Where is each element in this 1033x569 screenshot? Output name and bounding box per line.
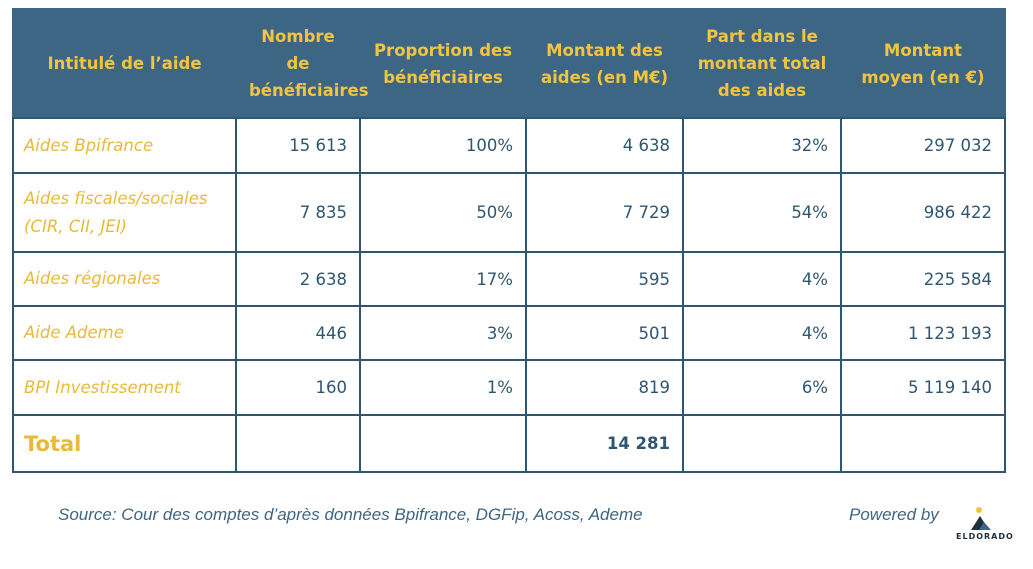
cell-beneficiary-count: 160 <box>235 359 361 416</box>
aid-table-container: Intitulé de l’aide Nombre de bénéficiair… <box>12 8 1006 473</box>
cell-average-amount: 225 584 <box>840 251 1006 307</box>
cell-beneficiary-share: 17% <box>359 251 527 307</box>
header-beneficiary-count: Nombre de bénéficiaires <box>235 8 369 119</box>
header-row: Intitulé de l’aide Nombre de bénéficiair… <box>12 8 1006 119</box>
cell-beneficiary-count: 2 638 <box>235 251 361 307</box>
cell-aid-amount: 595 <box>525 251 684 307</box>
eldorado-logo <box>971 507 991 530</box>
cell-aid-amount: 819 <box>525 359 684 416</box>
row-label: Aide Ademe <box>12 305 237 361</box>
header-aid-amount: Montant des aides (en M€) <box>525 8 684 119</box>
total-row: Total 14 281 <box>12 414 1006 473</box>
cell-total-share: 54% <box>682 172 842 253</box>
cell-beneficiary-share: 50% <box>359 172 527 253</box>
total-label: Total <box>12 414 237 473</box>
table-row: BPI Investissement 160 1% 819 6% 5 119 1… <box>12 359 1006 416</box>
table-row: Aide Ademe 446 3% 501 4% 1 123 193 <box>12 305 1006 361</box>
table-row: Aides Bpifrance 15 613 100% 4 638 32% 29… <box>12 117 1006 174</box>
cell-beneficiary-share: 100% <box>359 117 527 174</box>
cell-beneficiary-count: 7 835 <box>235 172 361 253</box>
total-aid-amount: 14 281 <box>525 414 684 473</box>
sun-icon <box>976 507 982 513</box>
total-empty-cell <box>682 414 842 473</box>
cell-total-share: 6% <box>682 359 842 416</box>
row-label: BPI Investissement <box>12 359 237 416</box>
cell-aid-amount: 7 729 <box>525 172 684 253</box>
table-row: Aides fiscales/sociales (CIR, CII, JEI) … <box>12 172 1006 253</box>
cell-aid-amount: 501 <box>525 305 684 361</box>
header-beneficiary-share: Proportion des bénéficiaires <box>359 8 527 119</box>
cell-average-amount: 1 123 193 <box>840 305 1006 361</box>
cell-total-share: 4% <box>682 305 842 361</box>
row-label: Aides fiscales/sociales (CIR, CII, JEI) <box>12 172 237 253</box>
cell-average-amount: 297 032 <box>840 117 1006 174</box>
cell-average-amount: 5 119 140 <box>840 359 1006 416</box>
mountain-secondary-icon <box>979 522 991 530</box>
powered-by-label: Powered by <box>849 505 939 524</box>
total-empty-cell <box>840 414 1006 473</box>
cell-average-amount: 986 422 <box>840 172 1006 253</box>
source-note: Source: Cour des comptes d’après données… <box>58 505 643 524</box>
header-average-amount: Montant moyen (en €) <box>840 8 1006 119</box>
cell-aid-amount: 4 638 <box>525 117 684 174</box>
cell-beneficiary-share: 1% <box>359 359 527 416</box>
logo-wordmark: ELDORADO <box>956 532 1014 541</box>
cell-total-share: 32% <box>682 117 842 174</box>
cell-beneficiary-share: 3% <box>359 305 527 361</box>
cell-beneficiary-count: 15 613 <box>235 117 361 174</box>
total-empty-cell <box>235 414 361 473</box>
cell-beneficiary-count: 446 <box>235 305 361 361</box>
row-label: Aides régionales <box>12 251 237 307</box>
aid-table: Intitulé de l’aide Nombre de bénéficiair… <box>12 8 1006 473</box>
row-label: Aides Bpifrance <box>12 117 237 174</box>
header-total-share: Part dans le montant total des aides <box>682 8 842 119</box>
header-aid-title: Intitulé de l’aide <box>12 8 237 119</box>
total-empty-cell <box>359 414 527 473</box>
cell-total-share: 4% <box>682 251 842 307</box>
table-row: Aides régionales 2 638 17% 595 4% 225 58… <box>12 251 1006 307</box>
